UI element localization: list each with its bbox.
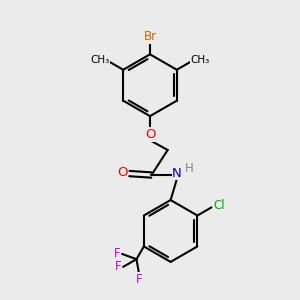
Text: Cl: Cl [214,200,226,212]
Text: Br: Br [143,30,157,43]
Text: F: F [136,273,142,286]
Text: F: F [113,248,120,260]
Text: H: H [184,162,193,175]
Text: CH₃: CH₃ [90,55,110,65]
Text: O: O [145,128,155,141]
Text: O: O [117,166,127,178]
Text: N: N [172,167,182,180]
Text: CH₃: CH₃ [190,55,210,65]
Text: F: F [115,260,121,273]
